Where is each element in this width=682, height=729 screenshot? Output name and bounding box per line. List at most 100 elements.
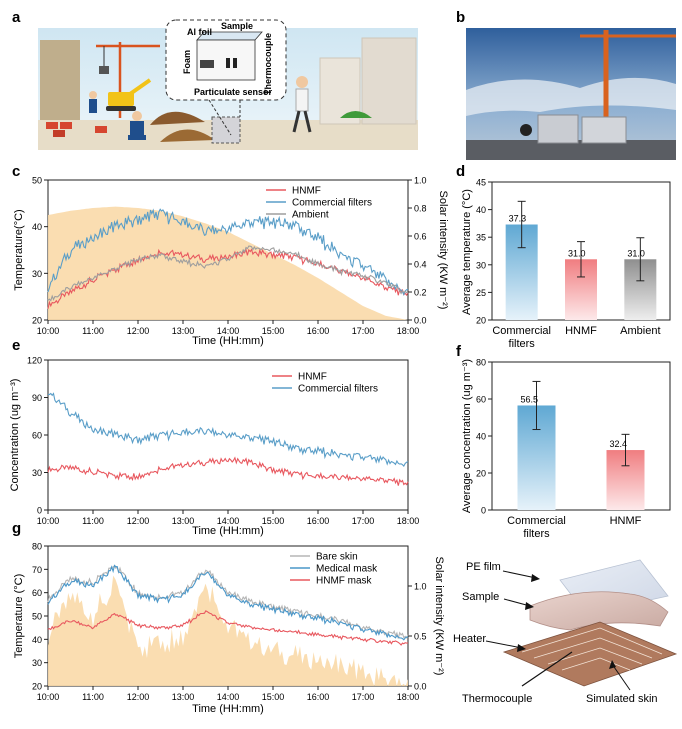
legend-entry: HNMF: [292, 186, 321, 197]
label-heater: Heater: [453, 633, 486, 645]
x-tick-label: 11:00: [82, 326, 104, 336]
building-right-2: [361, 37, 417, 125]
x-tick-label: 15:00: [262, 692, 285, 702]
x-category-label-line2: filters: [509, 338, 536, 350]
pedestrian-icon: [292, 76, 312, 133]
panel-label-d: d: [456, 163, 465, 180]
arrowhead-pe-film: [531, 574, 540, 582]
x-category-label-line2: filters: [523, 528, 550, 540]
panel-label-g: g: [12, 520, 21, 537]
x-tick-label: 10:00: [37, 692, 60, 702]
x-category-label: HNMF: [565, 325, 597, 337]
label-simulated-skin: Simulated skin: [586, 693, 658, 705]
legend-entry: Medical mask: [316, 564, 378, 575]
worker-kneeling-icon: [128, 111, 146, 140]
x-tick-label: 14:00: [217, 692, 240, 702]
x-category-label: Ambient: [620, 325, 660, 337]
x-category-label: Commercial: [507, 515, 566, 527]
panel-d: d 37.3 31.0 31.0 20 25 30 35 40 45 Commercialfi…: [456, 163, 671, 350]
chart-g-xlabel: Time (HH:mm): [192, 703, 264, 715]
x-tick-label: 14:00: [217, 326, 240, 336]
photo-device-1: [537, 114, 579, 144]
heater-layer: [502, 621, 678, 687]
bar-value-label: 32.4: [610, 439, 628, 449]
x-tick-label: 18:00: [397, 692, 420, 702]
y-tick-label: 80: [32, 542, 42, 552]
y2-tick-label: 0.6: [414, 232, 427, 242]
y-tick-label: 50: [32, 176, 42, 186]
legend-entry: HNMF: [298, 372, 327, 383]
x-tick-label: 10:00: [37, 326, 60, 336]
building-left: [40, 40, 80, 120]
x-tick-label: 17:00: [352, 326, 375, 336]
x-tick-label: 17:00: [352, 692, 375, 702]
chart-g-y-ticks: 20 30 40 50 60 70 80: [32, 542, 48, 692]
x-tick-label: 11:00: [82, 692, 104, 702]
chart-f-y-ticks: 0 20 40 60 80: [476, 358, 492, 516]
series-line-commercial-filters: [47, 208, 409, 296]
legend-entry: Commercial filters: [292, 198, 372, 209]
panel-g: g 20 30 40 50 60 70 80 0.0 0.5 1.0 10:00 11:00 12:…: [12, 520, 445, 715]
label-sample: Sample: [462, 591, 499, 603]
y-tick-label: 20: [476, 316, 486, 326]
y-tick-label: 0: [37, 506, 42, 516]
tree-icon: [340, 111, 372, 118]
y-tick-label: 70: [32, 565, 42, 575]
inset-label-foam: Foam: [182, 50, 192, 74]
solar-intensity-area: [48, 206, 408, 320]
x-tick-label: 12:00: [127, 516, 150, 526]
bar-value-label: 56.5: [521, 394, 539, 404]
chart-e-y-ticks: 0 30 60 90 120: [27, 356, 48, 516]
x-tick-label: 17:00: [352, 516, 375, 526]
chart-c-y2-ticks: 0.0 0.2 0.4 0.6 0.8 1.0: [408, 176, 427, 326]
panel-c: c 20 30 40 50 0.0 0.2 0.4 0.6 0.8 1.0 10:00 11:00…: [12, 163, 449, 347]
y-tick-label: 25: [476, 288, 486, 298]
dirt-pile: [150, 111, 205, 125]
x-tick-label: 16:00: [307, 516, 330, 526]
y2-tick-label: 0.2: [414, 288, 427, 298]
x-tick-label: 13:00: [172, 692, 195, 702]
chart-c-lines: [47, 208, 409, 309]
y-tick-label: 35: [476, 233, 486, 243]
legend-entry: HNMF mask: [316, 576, 373, 587]
heater-wire-pattern: [521, 627, 663, 671]
chart-c-x-ticks: 10:00 11:00 12:00 13:00 14:00 15:00 16:00 17:00…: [37, 320, 419, 336]
y-tick-label: 40: [476, 205, 486, 215]
y-tick-label: 40: [32, 635, 42, 645]
arrowhead-simulated-skin: [609, 660, 616, 669]
bar-value-label: 31.0: [568, 248, 586, 258]
x-tick-label: 12:00: [127, 692, 150, 702]
y-tick-label: 50: [32, 612, 42, 622]
panel-label-e: e: [12, 337, 20, 354]
series-line-medical-mask: [47, 564, 409, 641]
y2-tick-label: 0.0: [414, 316, 427, 326]
x-tick-label: 15:00: [262, 516, 285, 526]
x-tick-label: 14:00: [217, 516, 240, 526]
inset-label-thermocouple: Thermocouple: [263, 33, 273, 95]
y-tick-label: 20: [32, 682, 42, 692]
bricks-illustration: [46, 122, 107, 137]
chart-g-x-ticks: 10:00 11:00 12:00 13:00 14:00 15:00 16:00 17:00…: [37, 686, 420, 702]
x-category-label: HNMF: [610, 515, 642, 527]
x-tick-label: 16:00: [307, 326, 330, 336]
thermocouple-wire: [521, 651, 573, 687]
series-line-ambient: [47, 245, 409, 302]
y-tick-label: 30: [476, 260, 486, 270]
chart-g-solar-area: [48, 575, 408, 686]
x-tick-label: 11:00: [82, 516, 104, 526]
x-tick-label: 15:00: [262, 326, 285, 336]
x-tick-label: 13:00: [172, 326, 195, 336]
y-tick-label: 60: [32, 588, 42, 598]
inset-label-al-foil: Al foil: [187, 27, 212, 37]
y2-tick-label: 1.0: [414, 176, 427, 186]
y-tick-label: 30: [32, 269, 42, 279]
solar-intensity-area: [48, 575, 408, 686]
chart-e-frame: [47, 359, 409, 511]
y-tick-label: 80: [476, 358, 486, 368]
panel-label-f: f: [456, 343, 462, 360]
legend-entry: Bare skin: [316, 552, 358, 563]
